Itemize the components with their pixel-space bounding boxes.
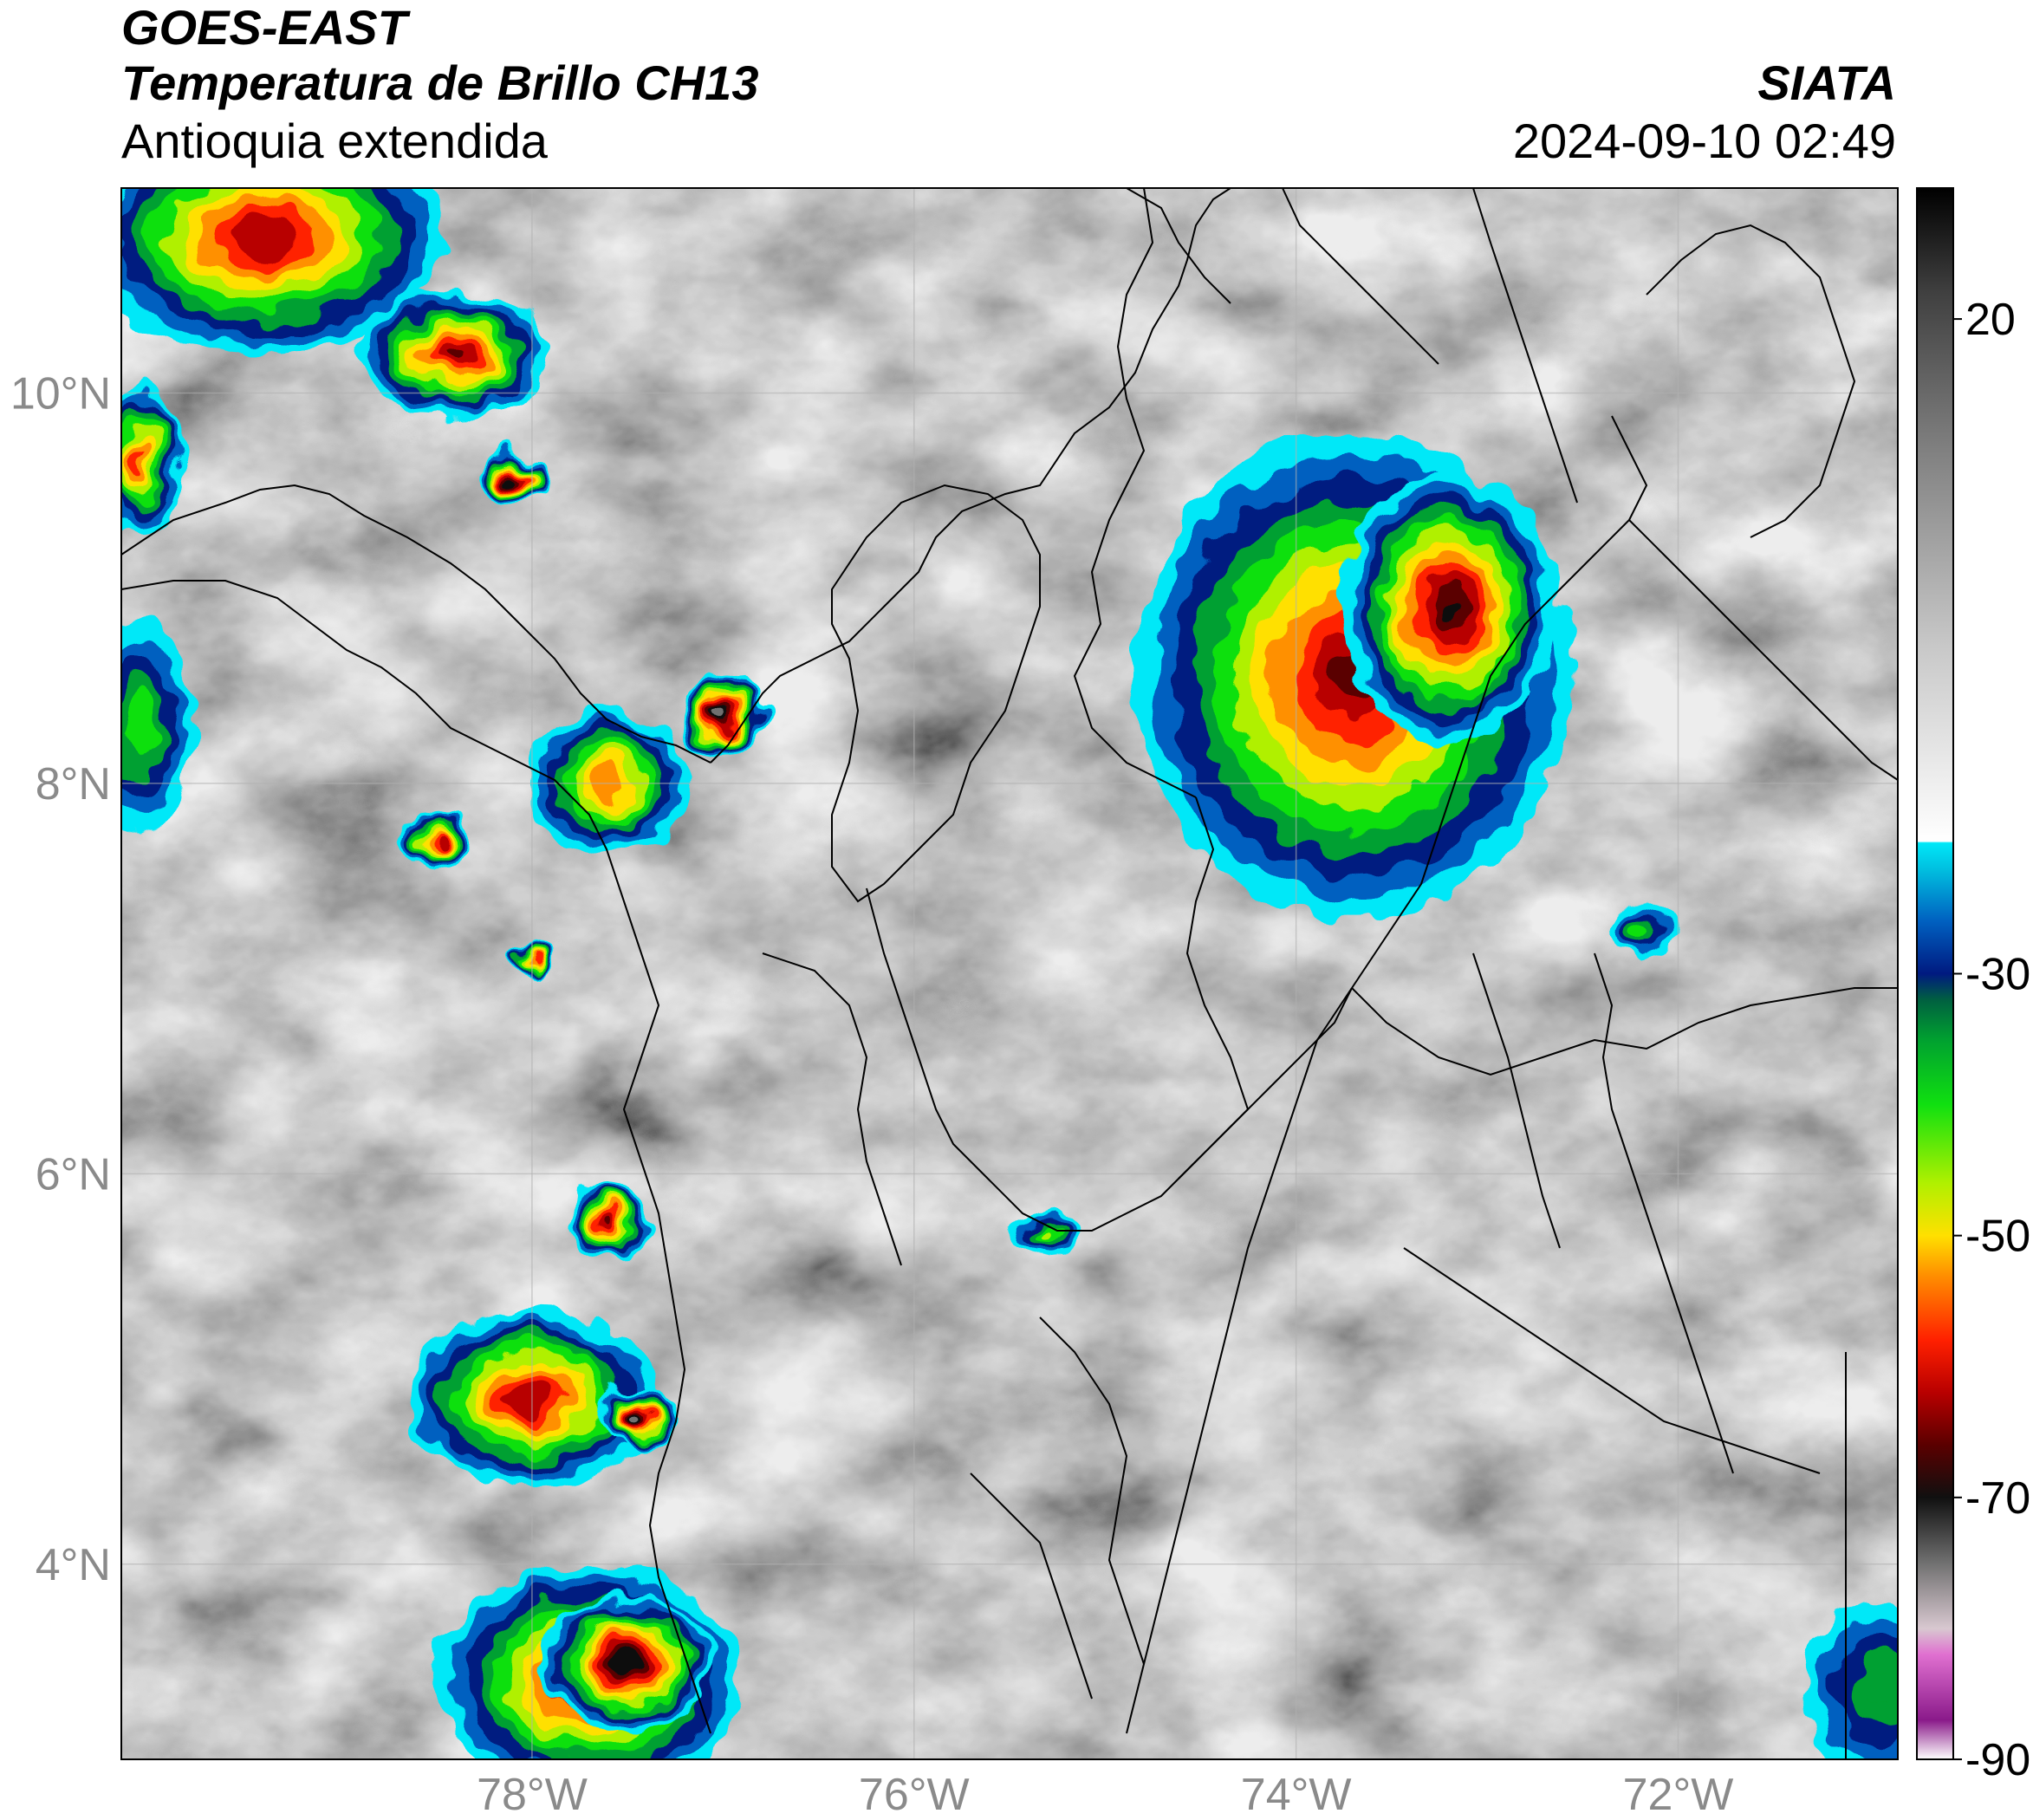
colorbar-tick-label-3: -70 <box>1965 1473 2030 1524</box>
atlantico-boundary <box>1126 188 1231 304</box>
cesar-boundary <box>1351 415 1648 989</box>
storm-magdalena-core-ring-11 <box>1439 596 1458 620</box>
cordoba-region <box>831 484 1041 903</box>
quindio-boundary <box>970 1472 1093 1700</box>
storm-pacific-2-core-ring-13 <box>633 1414 641 1421</box>
region-subtitle: Antioquia extendida <box>121 114 548 168</box>
storm-pacific-2-core <box>594 1386 679 1449</box>
venezuela-border-north <box>1628 519 1898 781</box>
storm-antioquia-small <box>1010 1212 1087 1252</box>
storm-antioquia-small-ring-5 <box>1041 1228 1055 1236</box>
colorbar-gradient <box>1916 187 1954 1760</box>
storm-se-corner <box>1802 1602 1898 1759</box>
storm-west-edge-2-ring-5 <box>131 706 150 743</box>
colorbar-ticks: 20 -30 -50 -70 -90 <box>1953 295 2030 1785</box>
storm-pacific-1-ring-10 <box>604 1219 613 1226</box>
storm-west-edge-1-ring-8 <box>135 452 146 471</box>
storm-uraba-core <box>679 676 768 755</box>
longitude-ticks: 78°W 76°W 74°W 72°W <box>477 1770 1733 1820</box>
product-title: Temperatura de Brillo CH13 <box>121 55 759 110</box>
lake-maracaibo <box>1646 224 1856 538</box>
lon-tick-label-0: 78°W <box>477 1770 588 1820</box>
map-frame <box>120 187 1899 1760</box>
casanare-boundary <box>1403 1247 1821 1474</box>
storm-pacific-2 <box>407 1310 657 1486</box>
storm-se-corner-ring-4 <box>1863 1673 1894 1709</box>
satellite-title: GOES-EAST <box>121 0 407 55</box>
storm-west-small-ring-10 <box>432 838 440 846</box>
colorbar-tick-label-0: 20 <box>1965 295 2016 345</box>
storm-magdalena-core <box>1343 471 1555 744</box>
source-label: SIATA <box>1757 55 1896 110</box>
magdalena-boundary <box>1282 188 1439 365</box>
lon-tick-label-3: 72°W <box>1623 1770 1734 1820</box>
lon-tick-label-1: 76°W <box>859 1770 970 1820</box>
storm-west-edge-1 <box>121 383 183 540</box>
storm-gulf-darien-north <box>360 291 551 417</box>
storm-panama-small <box>478 453 548 509</box>
latitude-ticks: 10°N 8°N 6°N 4°N <box>10 368 111 1589</box>
lat-tick-label-2: 6°N <box>36 1149 111 1199</box>
cloud-texture <box>121 188 1898 1759</box>
colorbar-tick-label-1: -30 <box>1965 950 2030 1000</box>
bolivar-boundary <box>1073 188 1197 798</box>
santander-internal-boundary <box>1472 952 1561 1249</box>
lon-tick-label-2: 74°W <box>1241 1770 1352 1820</box>
panama-coastline-north <box>121 484 711 764</box>
title-block-left: GOES-EAST Temperatura de Brillo CH13 Ant… <box>121 0 758 172</box>
caribbean-coastline <box>710 188 1231 764</box>
lat-tick-label-0: 10°N <box>10 368 111 419</box>
storm-west-small <box>402 814 471 870</box>
magdalena-valley-boundary <box>1126 987 1353 1734</box>
datetime-label: 2024-09-10 02:49 <box>1512 114 1896 168</box>
antioquia-boundary-south <box>866 887 1353 1232</box>
storm-uraba-core-ring-13 <box>719 712 727 719</box>
pacific-coastline <box>121 580 711 1734</box>
cesar-guajira-boundary <box>1472 188 1578 504</box>
storm-panama-small-ring-12 <box>509 477 516 484</box>
storm-west-edge-2 <box>121 617 194 833</box>
colorbar-tick-label-4: -90 <box>1965 1735 2030 1785</box>
gridlines <box>121 188 1898 1759</box>
storm-nw-corner-ring-10 <box>248 226 282 248</box>
title-block-right: SIATA 2024-09-10 02:49 <box>1513 55 1896 172</box>
antioquia-boundary-west <box>762 952 902 1266</box>
colorbar-tick-label-2: -50 <box>1965 1212 2030 1262</box>
storm-pacific-3-core <box>541 1593 714 1731</box>
boyaca-boundary <box>1594 952 1734 1474</box>
storm-santander-small <box>1605 902 1675 958</box>
map-area <box>121 188 1898 1759</box>
lat-tick-label-3: 4°N <box>36 1540 111 1590</box>
storm-pacific-3-core-ring-12 <box>620 1656 634 1667</box>
political-boundaries <box>121 188 1898 1759</box>
colorbar: 20 -30 -50 -70 -90 <box>1916 187 2030 1785</box>
caldas-risaralda-boundary <box>1039 1316 1145 1665</box>
storm-nw-corner <box>121 188 446 354</box>
lat-tick-label-1: 8°N <box>36 759 111 809</box>
santander-boundary <box>1351 987 1898 1076</box>
storm-gulf-darien-north-ring-10 <box>446 348 464 360</box>
antioquia-boundary-east <box>1178 796 1250 1180</box>
storm-pacific-1 <box>566 1183 651 1262</box>
storm-santander-small-ring-5 <box>1634 925 1647 935</box>
